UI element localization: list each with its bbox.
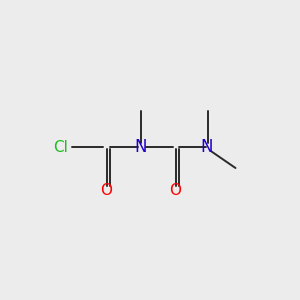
Text: O: O [169, 183, 181, 198]
Text: Cl: Cl [52, 140, 68, 154]
Text: N: N [135, 138, 147, 156]
Text: O: O [100, 183, 112, 198]
Text: N: N [201, 138, 213, 156]
